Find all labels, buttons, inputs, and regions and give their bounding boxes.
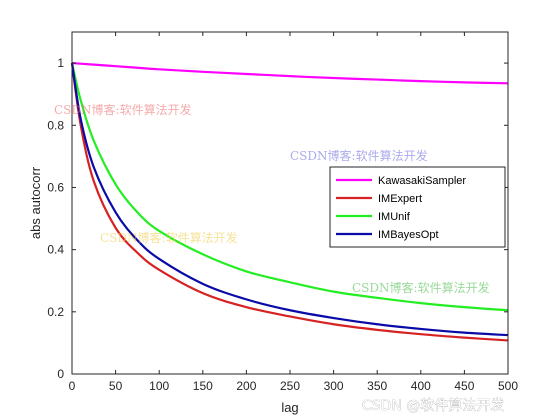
y-tick-label: 0.8 <box>47 118 64 132</box>
legend: KawasakiSampler IMExpert IMUnif IMBayesOpt <box>329 166 506 248</box>
x-tick-label: 100 <box>149 379 169 393</box>
series-line-kawasakisampler <box>71 61 509 85</box>
y-axis-label: abs autocorr <box>28 166 43 239</box>
x-ticks: 0 50 100 150 200 250 300 350 400 450 500 <box>69 32 518 393</box>
y-tick-label: 0 <box>57 367 64 381</box>
x-tick-label: 150 <box>193 379 213 393</box>
x-tick-label: 450 <box>454 379 474 393</box>
x-tick-label: 200 <box>236 379 256 393</box>
legend-label: IMExpert <box>378 193 422 205</box>
watermark-2: CSDN博客:软件算法开发 <box>290 148 428 163</box>
series-lines <box>70 61 509 342</box>
watermark-3: CSDN博客:软件算法开发 <box>100 230 238 245</box>
x-tick-label: 400 <box>411 379 431 393</box>
y-tick-label: 0.4 <box>47 243 64 257</box>
y-tick-label: 1 <box>57 56 64 70</box>
y-ticks: 0 0.2 0.4 0.6 0.8 1 <box>47 56 508 381</box>
series-line-imunif <box>70 62 509 312</box>
series-line-imexpert <box>70 62 509 342</box>
x-tick-label: 0 <box>69 379 76 393</box>
x-tick-label: 50 <box>109 379 123 393</box>
x-tick-label: 500 <box>498 379 518 393</box>
watermark-1: CSDN博客:软件算法开发 <box>54 102 192 117</box>
x-tick-label: 350 <box>367 379 387 393</box>
watermark-4: CSDN博客:软件算法开发 <box>352 280 490 295</box>
y-tick-label: 0.6 <box>47 180 64 194</box>
legend-label: IMUnif <box>378 211 411 223</box>
corner-watermark: CSDN @软件算法开发 <box>362 398 504 414</box>
x-axis-label: lag <box>281 400 298 415</box>
legend-label: IMBayesOpt <box>378 229 439 241</box>
series-line-imbayesopt <box>70 62 509 337</box>
x-tick-label: 300 <box>324 379 344 393</box>
y-tick-label: 0.2 <box>47 305 64 319</box>
legend-label: KawasakiSampler <box>378 175 466 187</box>
x-tick-label: 250 <box>280 379 300 393</box>
